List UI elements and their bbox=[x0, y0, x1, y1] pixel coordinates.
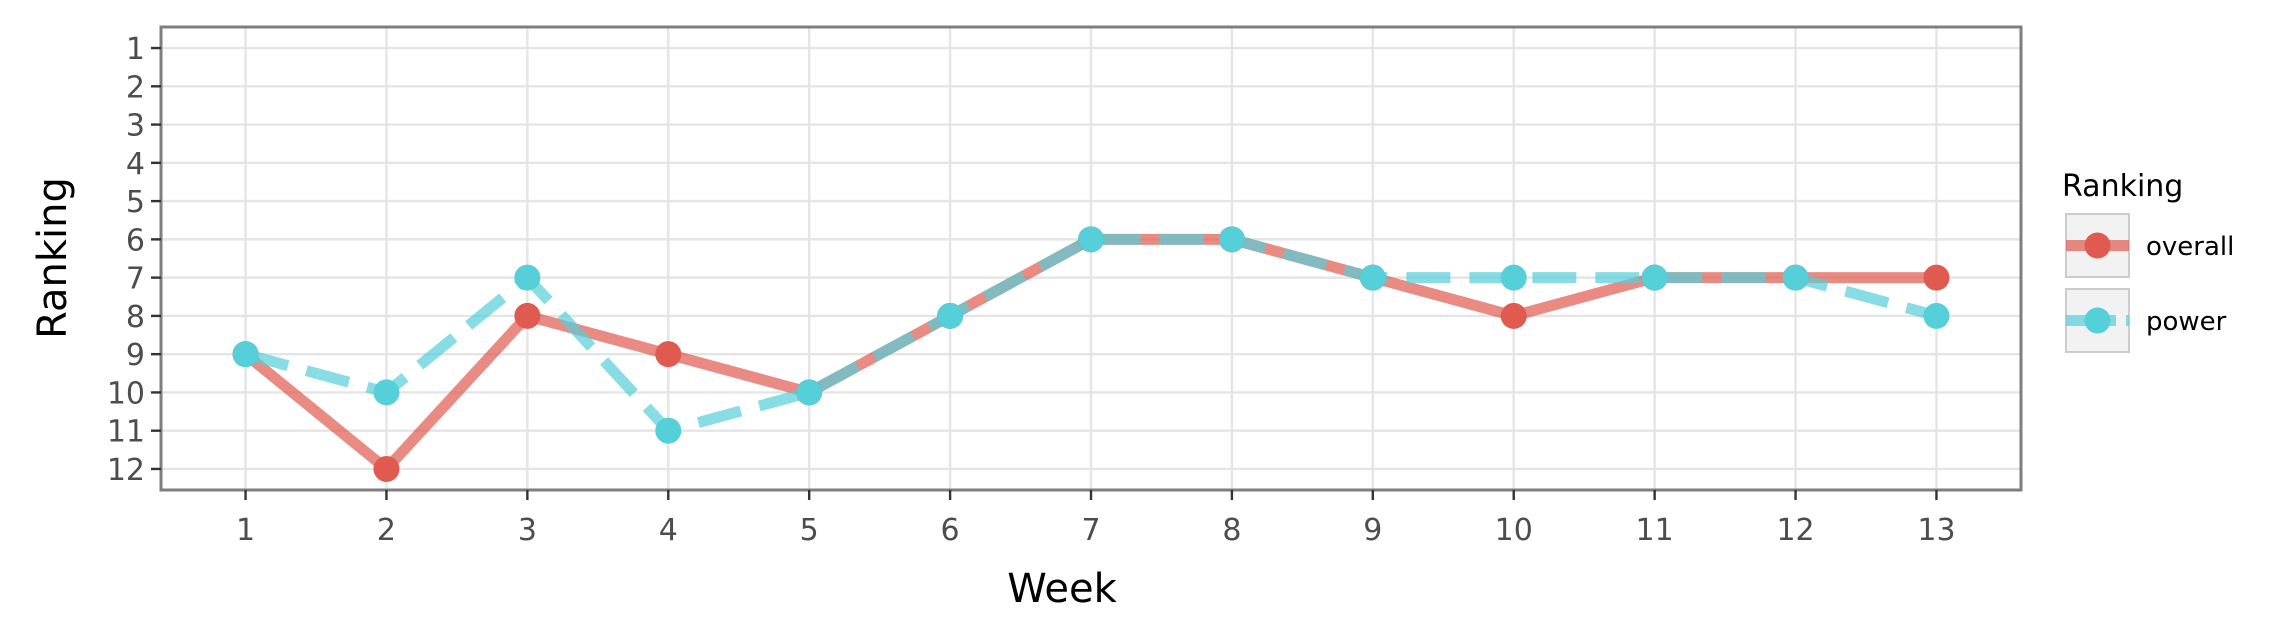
data-point-power bbox=[1641, 264, 1668, 291]
data-point-power bbox=[514, 264, 541, 291]
x-tick-label: 6 bbox=[941, 513, 960, 548]
x-tick-label: 12 bbox=[1776, 513, 1814, 548]
y-tick-label: 6 bbox=[126, 223, 145, 258]
y-tick-label: 1 bbox=[126, 32, 145, 67]
data-point-overall bbox=[1923, 264, 1950, 291]
y-tick-label: 5 bbox=[126, 185, 145, 220]
legend-items: overall power bbox=[2065, 213, 2234, 353]
legend-title: Ranking bbox=[2062, 169, 2183, 204]
legend-key-point bbox=[2084, 232, 2111, 259]
data-point-power bbox=[655, 417, 682, 444]
y-tick-label: 12 bbox=[107, 453, 145, 488]
legend-label: power bbox=[2146, 307, 2227, 337]
legend-label: overall bbox=[2146, 232, 2234, 262]
series bbox=[232, 226, 1950, 482]
y-tick-label: 2 bbox=[126, 70, 145, 105]
data-point-power bbox=[1218, 226, 1245, 253]
y-tick-label: 9 bbox=[126, 338, 145, 373]
data-point-power bbox=[1782, 264, 1809, 291]
y-tick-label: 8 bbox=[126, 300, 145, 335]
y-tick-label: 10 bbox=[107, 376, 145, 411]
data-point-power bbox=[937, 302, 964, 329]
x-tick-label: 2 bbox=[377, 513, 396, 548]
data-point-overall bbox=[373, 455, 400, 482]
x-tick-label: 7 bbox=[1081, 513, 1100, 548]
data-point-power bbox=[796, 379, 823, 406]
y-tick-label: 4 bbox=[126, 147, 145, 182]
data-point-power bbox=[232, 341, 259, 368]
x-tick-label: 3 bbox=[518, 513, 537, 548]
data-point-power bbox=[1500, 264, 1527, 291]
x-axis-title: Week bbox=[1007, 566, 1117, 612]
y-tick-label: 7 bbox=[126, 262, 145, 297]
data-point-power bbox=[373, 379, 400, 406]
x-tick-label: 13 bbox=[1917, 513, 1955, 548]
y-axis-title: Ranking bbox=[30, 177, 76, 339]
y-tick-label: 11 bbox=[107, 415, 145, 450]
legend-key-point bbox=[2084, 307, 2111, 334]
data-point-power bbox=[1078, 226, 1104, 253]
x-tick-label: 5 bbox=[800, 513, 819, 548]
x-tick-label: 8 bbox=[1222, 513, 1241, 548]
x-tick-label: 11 bbox=[1636, 513, 1674, 548]
x-tick-label: 10 bbox=[1495, 513, 1533, 548]
x-tick-label: 4 bbox=[659, 513, 678, 548]
data-point-overall bbox=[1500, 302, 1527, 329]
data-point-overall bbox=[655, 341, 682, 368]
x-tick-label: 9 bbox=[1363, 513, 1382, 548]
data-point-power bbox=[1923, 302, 1950, 329]
legend: Ranking overall power bbox=[2062, 169, 2234, 353]
x-tick-label: 1 bbox=[236, 513, 255, 548]
data-point-power bbox=[1359, 264, 1386, 291]
y-tick-label: 3 bbox=[126, 109, 145, 144]
data-point-overall bbox=[514, 302, 541, 329]
